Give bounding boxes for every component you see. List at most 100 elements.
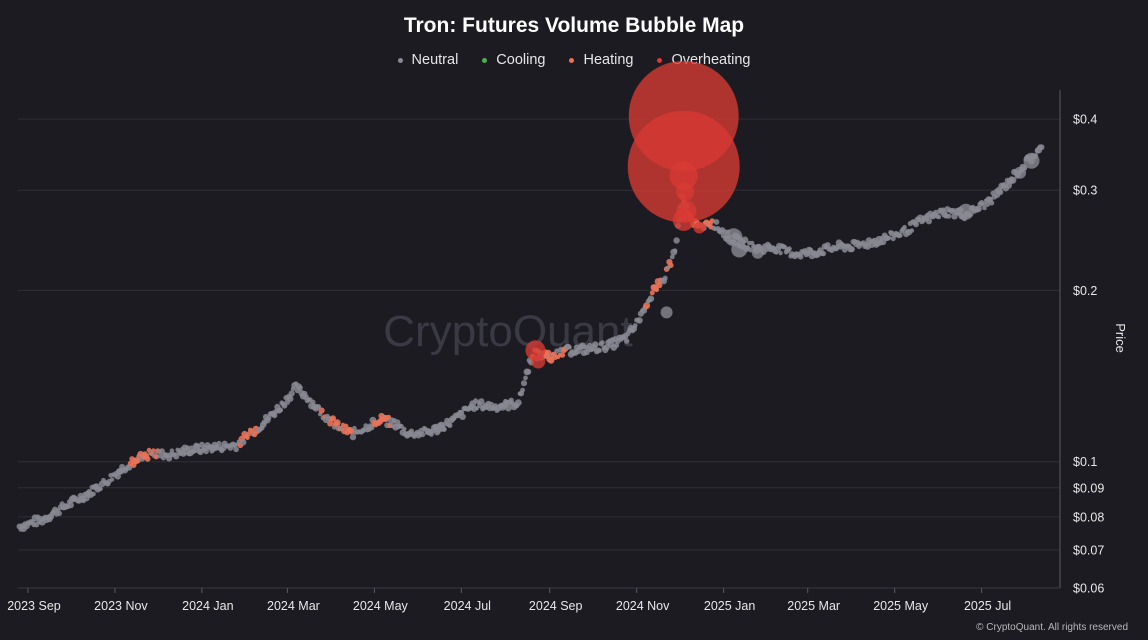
neutral-point xyxy=(56,510,62,517)
neutral-point xyxy=(848,246,855,253)
chart-legend: Neutral Cooling Heating Overheating xyxy=(0,52,1148,68)
neutral-point xyxy=(936,214,942,220)
neutral-point xyxy=(662,275,668,281)
neutral-point xyxy=(349,433,357,441)
heating-point xyxy=(709,218,715,224)
overheating-bubble xyxy=(693,221,706,234)
neutral-point xyxy=(741,236,749,244)
heating-point xyxy=(654,287,660,293)
neutral-point xyxy=(886,235,892,241)
neutral-point xyxy=(266,415,272,421)
x-tick-label: 2024 Mar xyxy=(267,599,320,613)
neutral-point xyxy=(402,426,407,432)
neutral-point xyxy=(447,422,453,428)
y-tick-label: $0.07 xyxy=(1073,543,1104,557)
overheating-bubble xyxy=(531,354,546,369)
neutral-point xyxy=(672,248,678,253)
y-tick-label: $0.3 xyxy=(1073,184,1097,198)
neutral-point xyxy=(239,439,247,446)
y-tick-label: $0.09 xyxy=(1073,481,1104,495)
heating-point xyxy=(348,428,355,435)
neutral-point xyxy=(1038,144,1045,151)
neutral-point xyxy=(91,491,96,497)
neutral-point xyxy=(277,407,284,413)
x-tick-label: 2024 Jul xyxy=(444,599,491,613)
overheating-bubble xyxy=(676,182,695,201)
legend-item-heating[interactable]: Heating xyxy=(569,52,633,68)
neutral-point xyxy=(673,237,680,244)
neutral-point xyxy=(233,446,239,453)
neutral-point xyxy=(288,390,295,397)
neutral-point xyxy=(982,205,987,211)
chart-title: Tron: Futures Volume Bubble Map xyxy=(403,14,745,37)
neutral-point xyxy=(778,250,783,256)
neutral-point xyxy=(980,202,986,207)
y-axis-title: Price xyxy=(1113,323,1128,353)
neutral-point xyxy=(109,477,115,482)
overheating-bubble xyxy=(669,161,698,190)
x-tick-label: 2025 Jan xyxy=(704,599,755,613)
overheating-bubble xyxy=(672,208,695,231)
neutral-point xyxy=(632,323,638,328)
heating-point xyxy=(547,357,555,364)
neutral-point xyxy=(647,295,655,303)
neutral-point xyxy=(624,338,630,344)
neutral-bubble xyxy=(660,306,673,319)
neutral-point xyxy=(669,254,675,260)
neutral-point xyxy=(636,317,643,324)
heating-point xyxy=(318,407,325,414)
neutral-point xyxy=(909,228,915,233)
x-tick-label: 2025 May xyxy=(873,599,929,613)
neutral-point xyxy=(310,399,316,405)
neutral-point xyxy=(820,250,827,257)
x-tick-label: 2024 Nov xyxy=(616,599,670,613)
neutral-bubble xyxy=(731,241,748,258)
neutral-point xyxy=(368,424,375,431)
neutral-point xyxy=(408,428,415,434)
neutral-bubble xyxy=(957,203,974,220)
heating-point xyxy=(643,302,651,310)
heating-point xyxy=(333,419,341,427)
neutral-point xyxy=(173,453,180,460)
neutral-point xyxy=(797,253,804,260)
neutral-point xyxy=(525,368,532,375)
neutral-point xyxy=(925,218,933,225)
x-tick-label: 2024 May xyxy=(353,599,409,613)
neutral-point xyxy=(996,188,1004,196)
x-tick-label: 2023 Sep xyxy=(7,599,61,613)
neutral-point xyxy=(297,385,303,391)
axes: $0.4 $0.3 $0.2 $0.1 $0.09 $0.08 $0.07 $0.06 2023… xyxy=(7,90,1104,613)
x-tick-label: 2025 Mar xyxy=(787,599,840,613)
neutral-point xyxy=(216,440,222,447)
heating-point xyxy=(144,456,151,462)
y-tick-label: $0.4 xyxy=(1073,113,1097,127)
neutral-point xyxy=(420,432,426,438)
legend-item-neutral[interactable]: Neutral xyxy=(397,52,458,68)
neutral-point xyxy=(600,340,605,345)
neutral-point xyxy=(287,395,294,402)
heating-point xyxy=(151,448,156,453)
x-tick-label: 2023 Nov xyxy=(94,599,148,613)
neutral-point xyxy=(567,345,572,350)
legend-item-cooling[interactable]: Cooling xyxy=(482,52,545,68)
neutral-point xyxy=(316,404,322,409)
heating-point xyxy=(545,349,552,357)
neutral-point xyxy=(478,398,485,405)
heating-point xyxy=(668,262,674,268)
neutral-point xyxy=(748,247,754,253)
neutral-point xyxy=(459,413,466,420)
neutral-point xyxy=(441,426,447,432)
x-tick-label: 2024 Jan xyxy=(182,599,233,613)
neutral-point xyxy=(946,213,952,219)
y-tick-label: $0.1 xyxy=(1073,455,1097,469)
neutral-point xyxy=(902,224,907,230)
legend-neutral-dot-icon xyxy=(397,57,403,63)
heating-point xyxy=(327,420,334,427)
neutral-point xyxy=(597,348,602,353)
neutral-point xyxy=(98,486,103,491)
heating-point xyxy=(245,435,250,441)
neutral-point xyxy=(271,412,278,419)
neutral-point xyxy=(520,387,525,393)
neutral-point xyxy=(592,341,599,348)
legend-heating-label: Heating xyxy=(583,52,634,68)
